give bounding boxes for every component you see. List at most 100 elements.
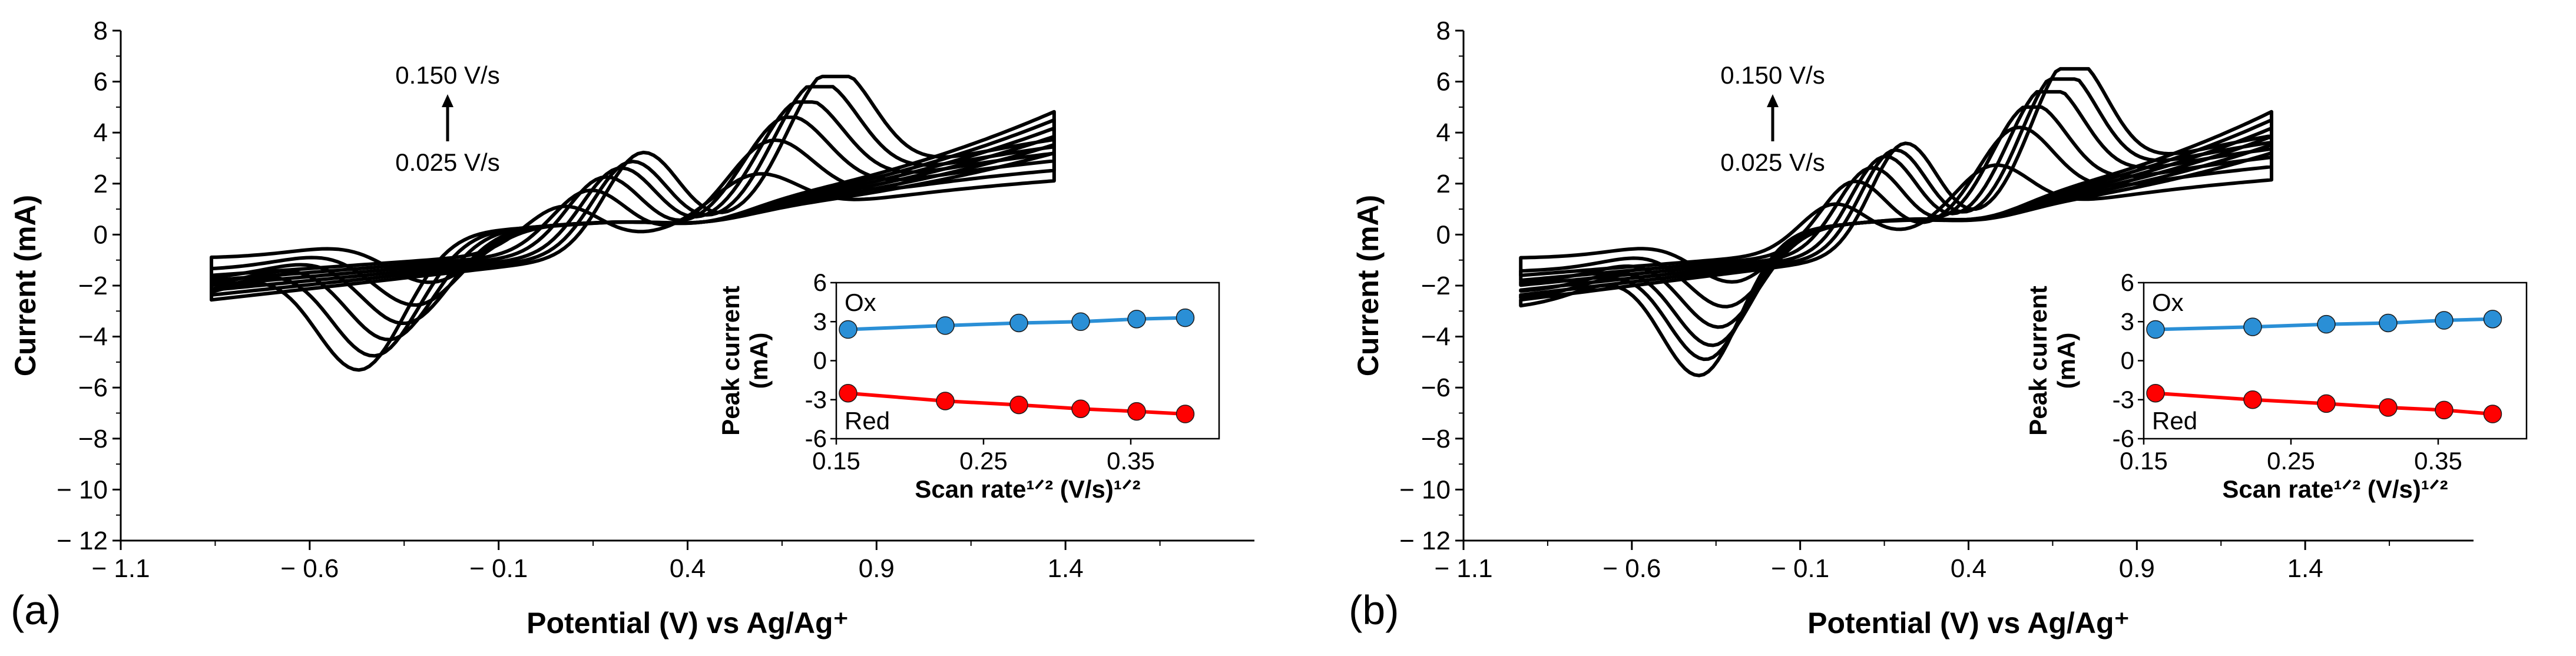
inset-y-tick-label: -6 (2113, 425, 2134, 452)
x-tick-label: 1.4 (1048, 554, 1084, 583)
cv-curve-0.15 (210, 74, 1056, 372)
y-tick-label: 0 (94, 220, 108, 249)
x-tick-label: − 1.1 (91, 554, 150, 583)
inset-x-tick-label: 0.35 (1107, 447, 1155, 475)
inset-y-tick-label: 0 (2121, 347, 2134, 375)
inset-x-axis-label: Scan rate¹ᐟ² (V/s)¹ᐟ² (2222, 475, 2448, 503)
inset-x-axis-label: Scan rate¹ᐟ² (V/s)¹ᐟ² (915, 475, 1140, 503)
x-tick-label: − 0.6 (1602, 554, 1661, 583)
inset-point-ox (936, 316, 955, 335)
y-tick-label: −2 (78, 271, 108, 300)
inset-y-tick-label: 6 (813, 269, 827, 296)
panel-label: (a) (11, 587, 61, 633)
inset-frame (2143, 281, 2528, 440)
inset-point-red (936, 392, 955, 410)
y-tick-label: −2 (1421, 271, 1451, 300)
cv-curve-0.15 (1519, 67, 2273, 377)
inset-point-ox (2243, 317, 2262, 336)
inset-point-red (2379, 398, 2398, 417)
y-tick-label: 4 (1436, 118, 1451, 147)
x-tick-label: − 1.1 (1434, 554, 1492, 583)
inset-y-tick-label: -3 (2113, 386, 2134, 413)
x-tick-label: 0.4 (1951, 554, 1986, 583)
y-tick-label: 0 (1436, 220, 1451, 249)
inset-y-tick-label: 3 (2121, 307, 2134, 335)
cv-panel-a: 8 6 4 2 0 −2 −4 −6 −8 − 10 − 12− 1.1 − 0.6 − 0.1 0.4 0… (9, 16, 1254, 640)
inset-series-label-ox: Ox (2152, 289, 2184, 316)
x-tick-label: − 0.1 (469, 554, 528, 583)
x-tick-label: 1.4 (2287, 554, 2323, 583)
inset-point-red (1009, 395, 1028, 415)
y-tick-label: −8 (78, 425, 108, 453)
inset-y-tick-label: -6 (805, 425, 827, 452)
inset-point-ox (1127, 310, 1146, 329)
inset-y-tick-label: 0 (813, 347, 827, 375)
annotation-low-rate: 0.025 V/s (395, 148, 499, 176)
inset-x-tick-label: 0.35 (2414, 447, 2462, 475)
y-tick-label: 2 (1436, 170, 1451, 198)
inset-y-tick-label: 6 (2121, 269, 2134, 296)
inset-point-ox (1009, 313, 1028, 333)
y-tick-label: −4 (1421, 323, 1451, 352)
x-tick-label: 0.4 (670, 554, 706, 583)
inset-x-tick-label: 0.25 (2267, 447, 2315, 475)
x-tick-label: 0.9 (2119, 554, 2155, 583)
inset-point-ox (1176, 308, 1195, 327)
y-tick-label: 4 (94, 118, 108, 147)
inset-y-tick-label: 3 (813, 307, 827, 335)
inset-point-red (1176, 405, 1195, 423)
y-axis-label: Current (mA) (9, 195, 42, 376)
inset-point-red (2435, 400, 2454, 420)
y-tick-label: 8 (1436, 16, 1451, 45)
y-tick-label: − 12 (1399, 526, 1451, 555)
y-tick-label: − 10 (1399, 475, 1451, 504)
annotation-high-rate: 0.150 V/s (395, 61, 499, 89)
y-tick-label: −4 (78, 323, 108, 352)
inset-x-tick-label: 0.25 (959, 447, 1008, 475)
x-tick-label: − 0.1 (1771, 554, 1829, 583)
inset-point-red (2146, 383, 2165, 403)
inset-point-red (2243, 390, 2262, 409)
inset-point-red (1071, 399, 1090, 418)
inset-point-ox (1071, 312, 1090, 331)
inset-point-red (1127, 402, 1146, 421)
inset-series-label-red: Red (845, 407, 890, 435)
inset-point-ox (2483, 310, 2502, 329)
inset-series-label-red: Red (2152, 407, 2197, 435)
cv-panel-b: 8 6 4 2 0 −2 −4 −6 −8 − 10 − 12− 1.1 − 0.6 − 0.1 0.4 0… (1349, 16, 2528, 640)
inset-point-red (839, 383, 857, 403)
inset-point-ox (2146, 320, 2165, 339)
y-tick-label: 6 (1436, 68, 1451, 97)
inset-x-tick-label: 0.15 (812, 447, 860, 475)
inset-y-axis-label: Peak current (2024, 286, 2052, 435)
annotation-low-rate: 0.025 V/s (1720, 148, 1825, 176)
inset-point-ox (2317, 314, 2336, 334)
x-axis-label: Potential (V) vs Ag/Ag⁺ (1807, 607, 2130, 640)
inset-y-tick-label: -3 (805, 386, 827, 413)
y-axis-label: Current (mA) (1352, 195, 1385, 376)
x-tick-label: 0.9 (859, 554, 895, 583)
y-tick-label: −8 (1421, 425, 1451, 453)
y-tick-label: − 12 (57, 526, 108, 555)
panel-label: (b) (1349, 587, 1399, 633)
x-axis-label: Potential (V) vs Ag/Ag⁺ (527, 607, 849, 640)
y-tick-label: − 10 (57, 475, 108, 504)
inset-point-red (2317, 394, 2336, 413)
inset-series-label-ox: Ox (845, 289, 876, 316)
inset-point-ox (2435, 311, 2454, 330)
inset-point-ox (2379, 313, 2398, 333)
inset-y-axis-label-unit: (mA) (745, 333, 773, 389)
y-tick-label: 8 (94, 16, 108, 45)
y-tick-label: −6 (78, 373, 108, 402)
x-tick-label: − 0.6 (280, 554, 339, 583)
y-tick-label: −6 (1421, 373, 1451, 402)
y-tick-label: 6 (94, 68, 108, 97)
inset-point-ox (839, 320, 857, 339)
inset-y-axis-label-unit: (mA) (2052, 333, 2080, 389)
inset-point-red (2483, 405, 2502, 423)
inset-frame (835, 281, 1220, 440)
